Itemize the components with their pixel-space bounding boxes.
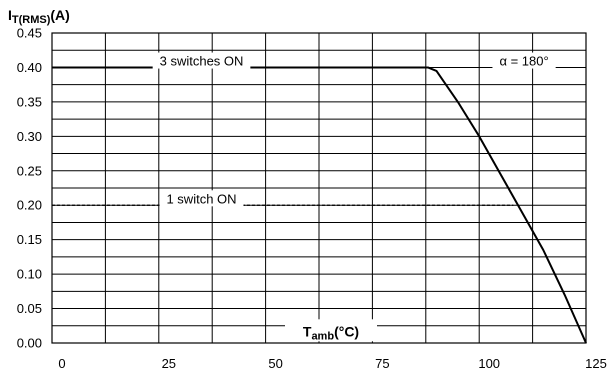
- y-tick-label: 0.40: [17, 60, 42, 75]
- y-tick-label: 0.20: [17, 198, 42, 213]
- annotation-1: 1 switch ON: [166, 191, 236, 206]
- annotation-2: α = 180°: [499, 54, 548, 69]
- x-tick-label: 25: [162, 356, 176, 371]
- x-tick-label: 100: [478, 356, 500, 371]
- annotation-0: 3 switches ON: [160, 54, 244, 69]
- annotations: 3 switches ON 1 switch ON α = 180°: [153, 53, 556, 207]
- y-tick-label: 0.45: [17, 26, 42, 41]
- grid: [52, 33, 586, 343]
- x-tick-label: 50: [268, 356, 282, 371]
- y-tick-label: 0.25: [17, 163, 42, 178]
- y-tick-label: 0.35: [17, 94, 42, 109]
- y-tick-label: 0.30: [17, 129, 42, 144]
- y-tick-label: 0.00: [17, 336, 42, 351]
- y-tick-label: 0.15: [17, 232, 42, 247]
- x-tick-label: 75: [375, 356, 389, 371]
- y-tick-label: 0.05: [17, 301, 42, 316]
- y-axis-label: IT(RMS)(A): [8, 7, 70, 26]
- x-tick-label: 125: [585, 356, 607, 371]
- y-tick-label: 0.10: [17, 267, 42, 282]
- x-tick-label: 0: [58, 356, 65, 371]
